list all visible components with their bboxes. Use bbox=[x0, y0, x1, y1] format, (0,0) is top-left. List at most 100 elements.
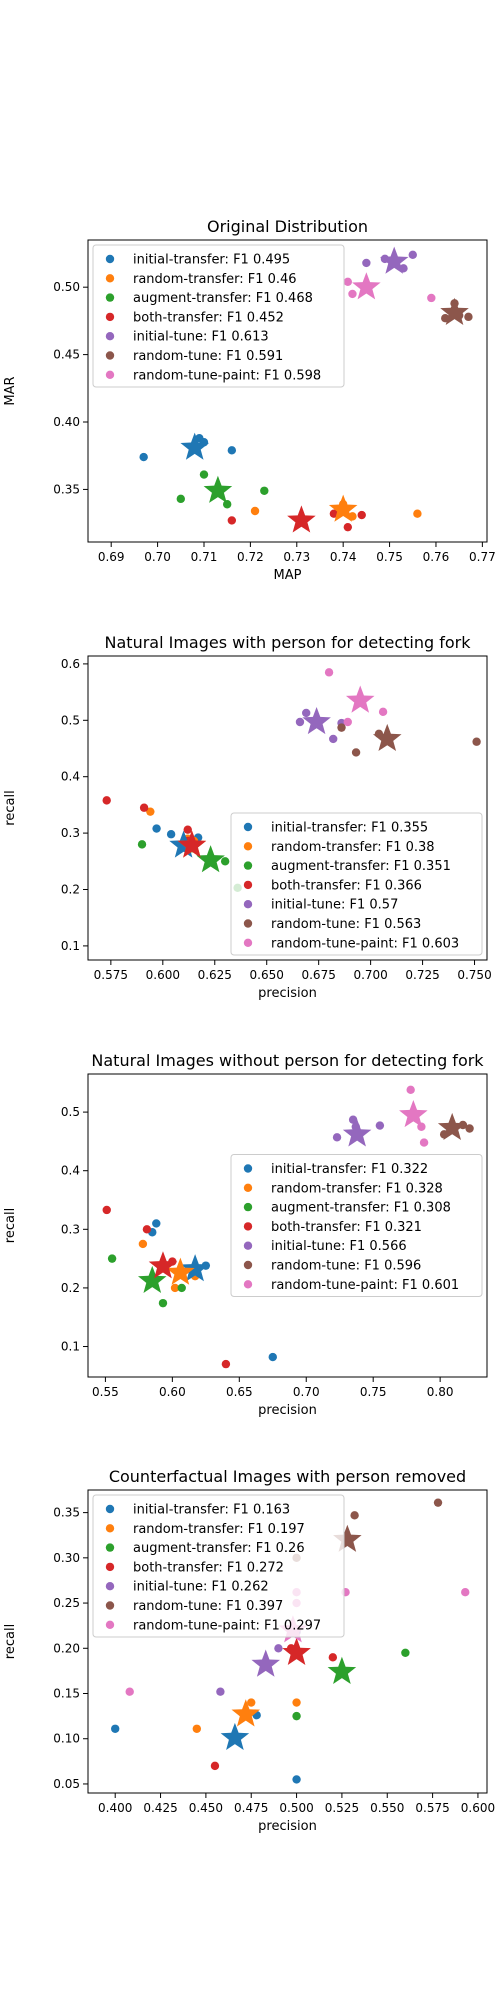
x-tick-label: 0.400 bbox=[98, 1801, 132, 1815]
x-tick-label: 0.625 bbox=[198, 968, 232, 982]
legend-box bbox=[92, 1494, 345, 1638]
legend-box bbox=[92, 244, 345, 388]
legend-marker bbox=[105, 1524, 115, 1533]
data-point-both-transfer bbox=[102, 1205, 111, 1215]
x-tick-label: 0.725 bbox=[405, 968, 439, 982]
data-point-augment-transfer bbox=[292, 1711, 301, 1721]
legend-entry: random-transfer: F1 0.46 bbox=[133, 272, 297, 287]
legend-marker bbox=[105, 1504, 115, 1514]
legend-marker bbox=[105, 293, 115, 302]
legend-marker bbox=[243, 880, 253, 890]
y-tick-label: 0.1 bbox=[61, 1340, 80, 1354]
x-tick-label: 0.500 bbox=[279, 1801, 313, 1815]
mean-star-initial-tune bbox=[302, 706, 331, 735]
y-tick-label: 0.2 bbox=[61, 1281, 80, 1295]
data-point-initial-transfer bbox=[166, 830, 176, 839]
chart-title: Natural Images with person for detecting… bbox=[105, 633, 472, 652]
data-point-both-transfer bbox=[210, 1761, 220, 1771]
y-tick-label: 0.25 bbox=[53, 1596, 80, 1610]
legend: initial-transfer: F1 0.355 random-transfe… bbox=[230, 812, 483, 956]
legend-entry: initial-tune: F1 0.57 bbox=[271, 898, 398, 913]
data-point-initial-tune bbox=[408, 250, 417, 260]
legend-entry: random-tune-paint: F1 0.601 bbox=[271, 1278, 459, 1293]
mean-star-random-transfer bbox=[328, 494, 358, 522]
data-point-augment-transfer bbox=[137, 840, 147, 849]
chart-without-person: Natural Images without person for detect… bbox=[3, 1051, 488, 1418]
legend-marker bbox=[243, 1280, 253, 1289]
x-tick-label: 0.70 bbox=[144, 550, 171, 564]
x-tick-label: 0.71 bbox=[191, 550, 218, 564]
x-tick-label: 0.72 bbox=[237, 550, 264, 564]
data-point-augment-transfer bbox=[199, 470, 209, 479]
legend-box bbox=[230, 1154, 483, 1297]
legend-marker bbox=[243, 1183, 253, 1193]
axes-frame bbox=[87, 1489, 488, 1794]
y-tick-label: 0.3 bbox=[61, 826, 80, 840]
y-tick-label: 0.4 bbox=[61, 1164, 80, 1178]
data-point-augment-transfer bbox=[401, 1648, 410, 1658]
legend-entry: both-transfer: F1 0.321 bbox=[271, 1220, 422, 1235]
data-point-random-transfer bbox=[413, 509, 422, 518]
mean-star-random-tune-paint bbox=[399, 1100, 428, 1128]
mean-star-random-tune-paint bbox=[345, 685, 375, 713]
legend-entry: random-tune: F1 0.596 bbox=[271, 1259, 421, 1274]
legend-marker bbox=[105, 274, 115, 283]
data-point-initial-transfer bbox=[152, 1219, 161, 1228]
data-point-random-transfer bbox=[292, 1698, 301, 1707]
y-tick-label: 0.15 bbox=[53, 1687, 80, 1701]
legend-marker bbox=[243, 900, 253, 909]
x-tick-label: 0.550 bbox=[370, 1801, 404, 1815]
y-tick-label: 0.05 bbox=[53, 1777, 80, 1791]
mean-star-initial-transfer bbox=[180, 1254, 210, 1282]
data-point-both-transfer bbox=[142, 1225, 152, 1234]
legend-marker bbox=[105, 370, 115, 379]
x-tick-label: 0.77 bbox=[469, 550, 496, 564]
mean-star-random-transfer bbox=[231, 1699, 261, 1727]
legend-marker bbox=[243, 919, 253, 928]
data-point-both-transfer bbox=[183, 825, 192, 834]
data-point-initial-transfer bbox=[268, 1352, 277, 1362]
x-tick-label: 0.700 bbox=[353, 968, 387, 982]
legend-entry: augment-transfer: F1 0.468 bbox=[133, 291, 313, 306]
legend-entry: initial-transfer: F1 0.322 bbox=[271, 1162, 428, 1177]
x-tick-label: 0.75 bbox=[376, 550, 403, 564]
legend-marker bbox=[243, 842, 253, 851]
mean-star-augment-transfer bbox=[138, 1265, 167, 1294]
y-axis-label: recall bbox=[3, 1624, 18, 1659]
data-point-both-transfer bbox=[139, 803, 149, 812]
legend-marker bbox=[105, 351, 115, 360]
data-point-both-transfer bbox=[227, 516, 237, 525]
mean-star-both-transfer bbox=[148, 1251, 178, 1279]
data-point-random-tune bbox=[465, 1124, 474, 1133]
x-tick-label: 0.73 bbox=[283, 550, 310, 564]
mean-star-augment-transfer bbox=[327, 1656, 357, 1684]
data-point-random-tune-paint bbox=[348, 289, 357, 299]
legend-marker bbox=[243, 938, 253, 947]
mean-star-both-transfer bbox=[177, 830, 207, 858]
data-point-augment-transfer bbox=[220, 857, 230, 866]
chart-title: Natural Images without person for detect… bbox=[91, 1051, 484, 1070]
data-point-random-tune bbox=[472, 737, 481, 746]
x-tick-label: 0.575 bbox=[415, 1801, 449, 1815]
y-tick-label: 0.10 bbox=[53, 1732, 80, 1746]
y-tick-label: 0.2 bbox=[61, 882, 80, 896]
x-tick-label: 0.575 bbox=[94, 968, 128, 982]
data-point-initial-transfer bbox=[292, 1775, 301, 1784]
mean-star-initial-transfer bbox=[220, 1722, 250, 1750]
data-point-initial-transfer bbox=[139, 452, 148, 462]
x-tick-label: 0.425 bbox=[143, 1801, 177, 1815]
data-point-initial-tune bbox=[302, 708, 311, 718]
legend-box bbox=[230, 812, 483, 956]
legend-entry: augment-transfer: F1 0.26 bbox=[133, 1541, 305, 1556]
data-point-both-transfer bbox=[343, 522, 353, 532]
data-point-both-transfer bbox=[328, 1653, 338, 1662]
legend-marker bbox=[243, 1164, 253, 1173]
x-tick-label: 0.750 bbox=[457, 968, 491, 982]
mean-star-initial-tune bbox=[342, 1119, 372, 1147]
chart-counterfactual: Counterfactual Images with person remove… bbox=[3, 1467, 495, 1834]
legend-marker bbox=[243, 1222, 253, 1231]
legend: initial-transfer: F1 0.163 random-transfe… bbox=[92, 1494, 345, 1638]
x-tick-label: 0.74 bbox=[330, 550, 357, 564]
data-point-random-tune-paint bbox=[343, 717, 352, 727]
data-point-random-tune bbox=[351, 748, 361, 757]
